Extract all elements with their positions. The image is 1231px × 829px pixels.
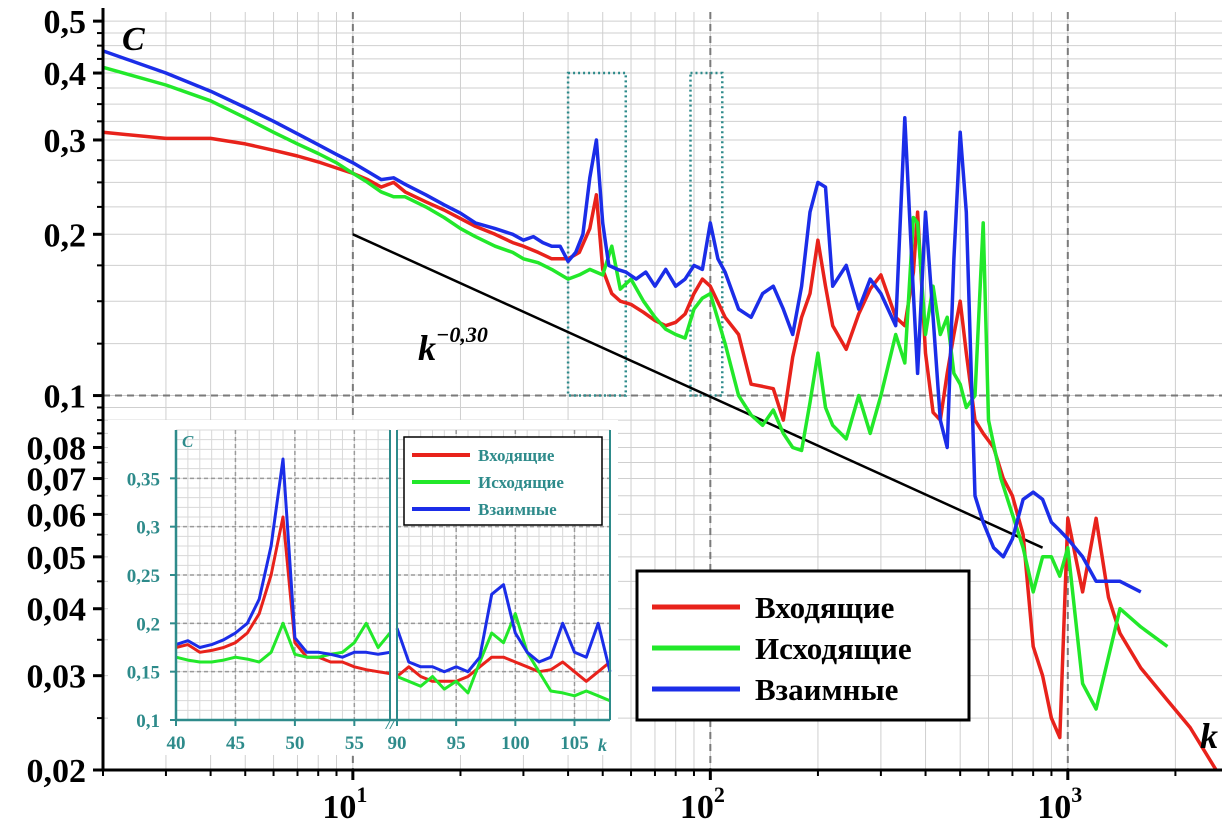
series-line-Исходящие xyxy=(102,65,1169,711)
inset-y-tick-label: 0,15 xyxy=(127,663,160,684)
inset-chart: 40 45 50 55 90 95 100 105 0,1 0,15 0,2 0,25 0,3 0,35 C… xyxy=(108,420,618,755)
series-line-Входящие xyxy=(102,130,1218,771)
inset-y-tick-label: 0,1 xyxy=(136,711,160,732)
legend-label: Исходящие xyxy=(755,631,912,666)
x-tick-label: 101 xyxy=(322,782,367,826)
inset-y-tick-label: 0,3 xyxy=(136,518,160,539)
inset-x-tick-label: 100 xyxy=(501,733,530,754)
legend-label: Входящие xyxy=(755,590,894,625)
fit-label-exponent: −0,30 xyxy=(436,322,488,347)
inset-series-line-Входящие xyxy=(396,655,611,683)
x-tick-label: 103 xyxy=(1037,782,1082,826)
inset-legend-label: Взаимные xyxy=(478,500,557,519)
inset-series-line-Входящие xyxy=(175,515,391,676)
inset-y-tick-label: 0,2 xyxy=(136,614,160,635)
inset-series-line-Исходящие xyxy=(396,612,611,703)
inset-series-line-Взаимные xyxy=(175,457,391,659)
y-tick-label: 0,2 xyxy=(44,217,87,254)
inset-x-axis-title: k xyxy=(598,735,607,755)
y-tick-label: 0,03 xyxy=(27,659,87,696)
main-axes xyxy=(93,8,1222,780)
y-tick-label: 0,06 xyxy=(27,497,87,534)
inset-x-tick-label: 50 xyxy=(285,733,304,754)
main-legend: Входящие Исходящие Взаимные xyxy=(635,569,971,722)
y-tick-label: 0,1 xyxy=(44,379,87,416)
inset-y-axis-title: C xyxy=(182,432,194,451)
inset-x-tick-label: 40 xyxy=(167,733,186,754)
y-tick-label: 0,02 xyxy=(27,753,87,790)
x-axis-title: k xyxy=(1200,716,1218,756)
series-line-Взаимные xyxy=(102,49,1142,594)
power-law-fit: k−0,30 xyxy=(352,233,1044,549)
inset-x-tick-label: 90 xyxy=(388,733,407,754)
y-tick-label: 0,3 xyxy=(44,123,87,160)
fit-label-base: k xyxy=(418,328,436,368)
inset-legend-label: Входящие xyxy=(478,446,555,465)
main-series xyxy=(102,49,1218,771)
y-tick-label: 0,4 xyxy=(44,56,87,93)
inset-y-tick-label: 0,25 xyxy=(127,566,160,587)
y-axis-title: C xyxy=(122,21,145,58)
main-tick-labels: 0,02 0,03 0,04 0,05 0,060,070,08 0,1 0,2 0,3 0,4… xyxy=(27,4,1219,826)
inset-legend-label: Исходящие xyxy=(478,473,564,492)
inset-series-line-Исходящие xyxy=(175,621,392,664)
inset-x-tick-label: 95 xyxy=(447,733,466,754)
y-tick-label: 0,05 xyxy=(27,540,87,577)
y-tick-label: 0,08 xyxy=(27,430,87,467)
inset-y-tick-label: 0,35 xyxy=(127,469,160,490)
inset-x-tick-label: 55 xyxy=(345,733,364,754)
inset-x-tick-label: 105 xyxy=(560,733,589,754)
inset-x-tick-label: 45 xyxy=(226,733,245,754)
inset-series-line-Взаимные xyxy=(395,583,612,674)
y-tick-label: 0,04 xyxy=(27,592,87,629)
y-tick-label: 0,5 xyxy=(44,4,87,41)
legend-label: Взаимные xyxy=(755,672,898,707)
y-tick-label: 0,07 xyxy=(27,462,87,499)
main-decade-gridlines xyxy=(103,12,1222,770)
x-tick-label: 102 xyxy=(680,782,725,826)
inset-axis-break: // xyxy=(385,717,396,733)
fit-label: k−0,30 xyxy=(418,322,488,368)
fit-line xyxy=(352,233,1044,549)
